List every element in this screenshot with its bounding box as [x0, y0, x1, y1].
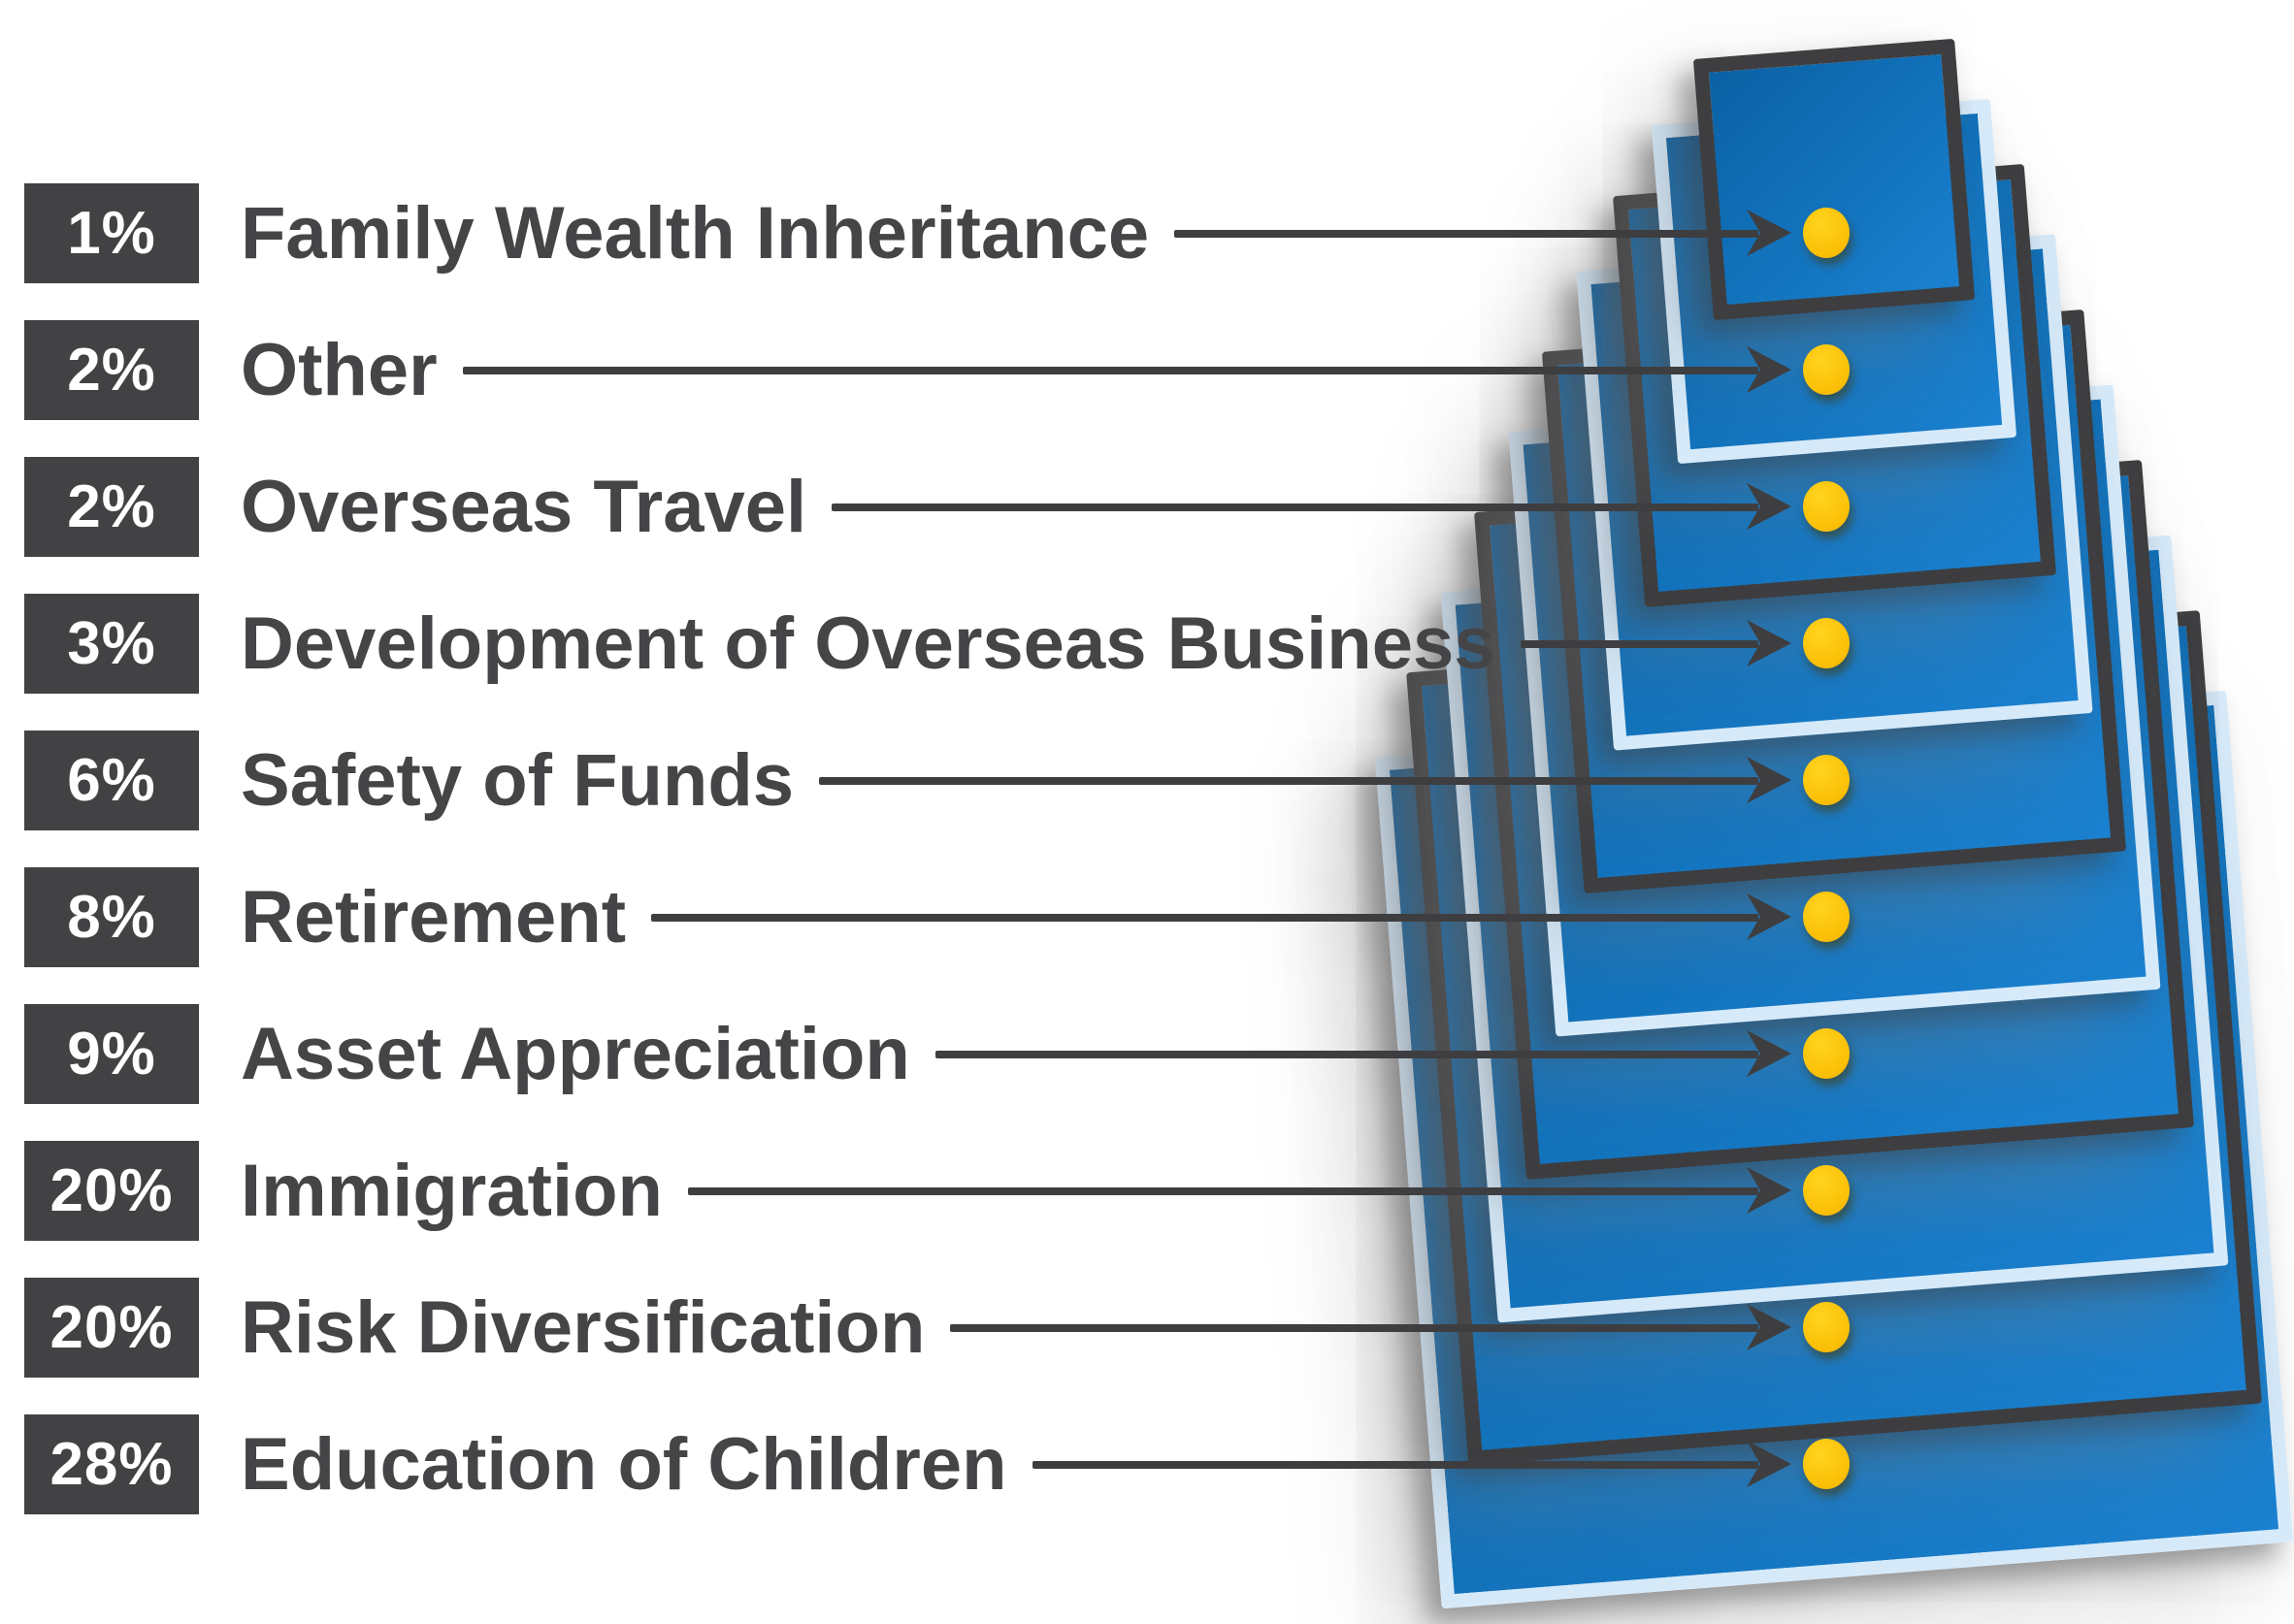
category-label: Asset Appreciation: [241, 1012, 910, 1095]
percent-badge: 8%: [24, 867, 199, 967]
yellow-dot-marker: [1803, 1302, 1850, 1352]
yellow-dot-marker: [1803, 892, 1850, 942]
percent-badge: 28%: [24, 1414, 199, 1514]
leader-line: [651, 913, 1758, 922]
yellow-dot-marker: [1803, 1028, 1850, 1079]
yellow-dot-marker: [1803, 481, 1850, 532]
category-label: Family Wealth Inheritance: [241, 191, 1150, 275]
category-label: Overseas Travel: [241, 465, 807, 548]
legend-row: 3% Development of Overseas Business: [24, 594, 1758, 694]
leader-line: [832, 503, 1758, 511]
legend-row: 2% Overseas Travel: [24, 457, 1758, 557]
yellow-dot-marker: [1803, 618, 1850, 668]
percent-badge: 3%: [24, 594, 199, 694]
category-label: Education of Children: [241, 1422, 1007, 1506]
percent-badge: 9%: [24, 1004, 199, 1104]
legend-row: 28% Education of Children: [24, 1414, 1758, 1514]
percent-badge: 2%: [24, 457, 199, 557]
category-label: Other: [241, 328, 438, 411]
leader-line: [462, 366, 1758, 374]
category-label: Development of Overseas Business: [241, 601, 1495, 685]
yellow-dot-marker: [1803, 208, 1850, 258]
category-label: Risk Diversification: [241, 1285, 926, 1369]
leader-line: [934, 1050, 1758, 1058]
leader-line: [950, 1323, 1758, 1332]
category-label: Safety of Funds: [241, 738, 795, 822]
percent-badge: 6%: [24, 731, 199, 830]
yellow-dot-marker: [1803, 1165, 1850, 1216]
legend-row: 1% Family Wealth Inheritance: [24, 183, 1758, 283]
leader-line: [819, 776, 1758, 785]
percent-badge: 20%: [24, 1278, 199, 1378]
percent-badge: 1%: [24, 183, 199, 283]
leader-line: [1520, 639, 1758, 648]
legend-row: 8% Retirement: [24, 867, 1758, 967]
leader-line: [1174, 229, 1758, 238]
yellow-dot-marker: [1803, 755, 1850, 805]
yellow-dot-marker: [1803, 344, 1850, 395]
leader-line: [687, 1186, 1758, 1195]
category-label: Retirement: [241, 875, 626, 958]
leader-line: [1032, 1460, 1758, 1469]
legend-row: 20% Immigration: [24, 1141, 1758, 1241]
legend-row: 2% Other: [24, 320, 1758, 420]
legend-row: 20% Risk Diversification: [24, 1278, 1758, 1378]
category-label: Immigration: [241, 1149, 663, 1232]
percent-badge: 20%: [24, 1141, 199, 1241]
percent-badge: 2%: [24, 320, 199, 420]
legend-row: 6% Safety of Funds: [24, 731, 1758, 830]
yellow-dot-marker: [1803, 1439, 1850, 1489]
legend-row: 9% Asset Appreciation: [24, 1004, 1758, 1104]
